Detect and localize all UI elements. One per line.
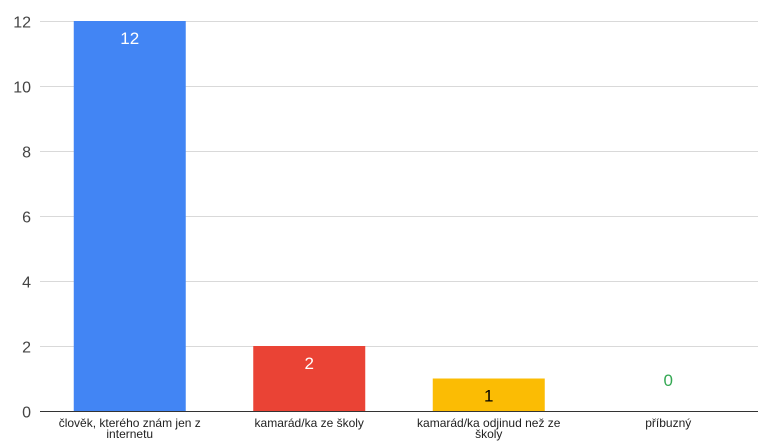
y-tick-label: 10 xyxy=(13,80,31,97)
category-labels: člověk, kterého znám jen z internetu kamar… xyxy=(59,416,692,441)
bar xyxy=(432,378,545,411)
category-label-line: kamarád/ka ze školy xyxy=(255,416,364,430)
category-label: člověk, kterého znám jen z internetu xyxy=(59,416,201,441)
data-labels: 12 2 1 0 xyxy=(120,29,673,406)
category-label-line: školy xyxy=(475,427,502,441)
category-label-line: člověk, kterého znám jen z xyxy=(59,416,201,430)
category-label-line: internetu xyxy=(106,427,153,441)
data-label: 12 xyxy=(120,29,139,48)
category-label: příbuzný xyxy=(645,416,691,430)
category-label: kamarád/ka ze školy xyxy=(255,416,364,430)
y-tick-label: 12 xyxy=(13,15,31,32)
y-tick-label: 4 xyxy=(22,275,31,292)
y-axis-ticks: 0 2 4 6 8 10 12 xyxy=(13,15,31,422)
y-tick-label: 6 xyxy=(22,210,31,227)
data-label: 0 xyxy=(664,371,673,390)
bars xyxy=(73,21,545,411)
data-label: 1 xyxy=(484,387,493,406)
y-tick-label: 2 xyxy=(22,340,31,357)
data-label: 2 xyxy=(305,354,314,373)
category-label-line: příbuzný xyxy=(645,416,691,430)
bar xyxy=(73,21,186,411)
category-label: kamarád/ka odjinud než ze školy xyxy=(417,416,561,441)
category-label-line: kamarád/ka odjinud než ze xyxy=(417,416,561,430)
bar xyxy=(253,346,366,411)
y-tick-label: 0 xyxy=(22,405,31,422)
y-tick-label: 8 xyxy=(22,145,31,162)
